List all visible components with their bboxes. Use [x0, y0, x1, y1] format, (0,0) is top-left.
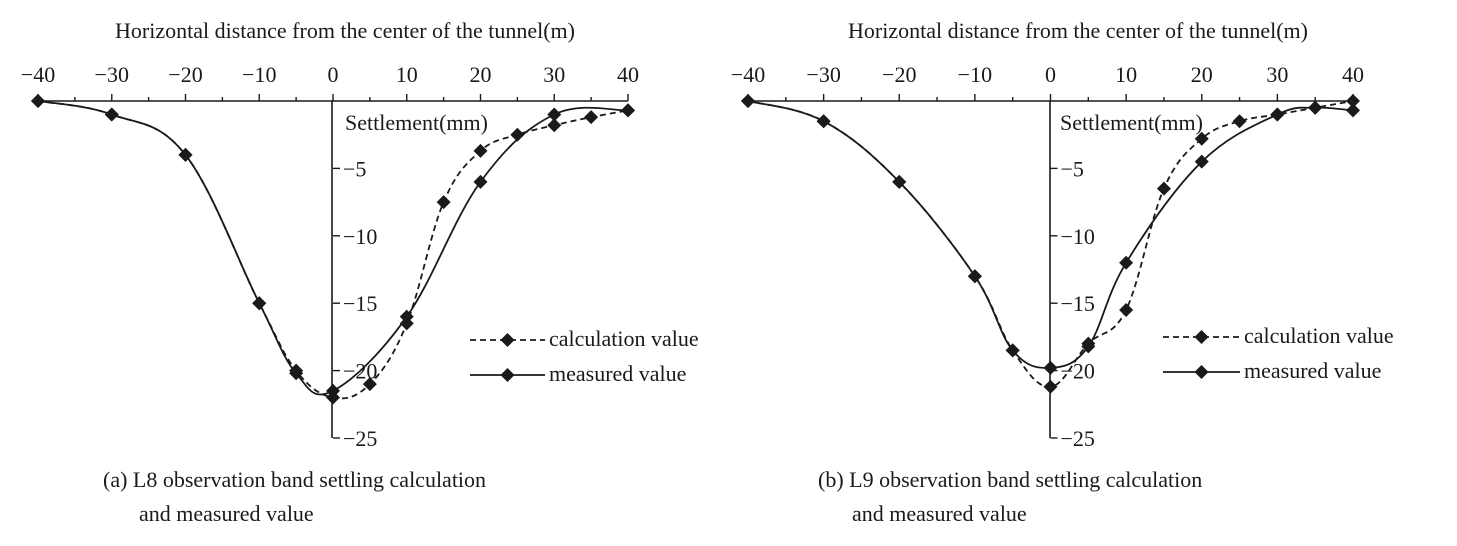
calculation-value-point [547, 118, 562, 133]
x-ticks [747, 94, 1354, 101]
caption-line-1: (a) L8 observation band settling calcula… [103, 467, 486, 492]
x-tick-label: 40 [617, 62, 639, 87]
x-tick-label: 30 [1266, 62, 1288, 87]
measured-value-point [967, 269, 982, 284]
measured-value-point [1270, 107, 1285, 122]
y-ticks [1050, 167, 1058, 439]
y-tick-label: −15 [343, 291, 377, 316]
y-tick-label: −5 [1061, 156, 1084, 181]
calculation-value-point [1043, 379, 1058, 394]
measured-value-point [1119, 255, 1134, 270]
caption-line-2: and measured value [852, 501, 1027, 526]
caption-line-2: and measured value [139, 501, 314, 526]
x-tick-label: −40 [21, 62, 55, 87]
x-tick-label: −20 [168, 62, 202, 87]
y-tick-label: −5 [343, 156, 366, 181]
measured-value-point [816, 114, 831, 129]
measured-value-point [547, 107, 562, 122]
legend-measured-label: measured value [549, 361, 686, 386]
calculation-value-point [436, 195, 451, 210]
legend-calculation-label: calculation value [549, 326, 699, 351]
y-tick-label: −10 [343, 224, 377, 249]
x-tick-label: −10 [958, 62, 992, 87]
x-ticks [37, 94, 629, 101]
calculation-value-point [1232, 114, 1247, 129]
calculation-value-point [473, 143, 488, 158]
measured-value-point [399, 309, 414, 324]
measured-value-point [741, 94, 755, 108]
y-axis-title: Settlement(mm) [1060, 110, 1203, 135]
y-tick-label: −25 [1061, 426, 1095, 451]
legend-measured-marker [500, 368, 515, 382]
x-tick-label: 20 [1191, 62, 1213, 87]
calculation-value-line [37, 100, 629, 400]
measured-value-point [1346, 103, 1360, 118]
legend: calculation value measured value [1163, 323, 1394, 383]
measured-value-point [473, 174, 488, 189]
chart-panel-a: Horizontal distance from the center of t… [21, 18, 699, 526]
y-ticks [333, 167, 340, 439]
x-tick-label: 0 [1045, 62, 1056, 87]
measured-value-point [1081, 339, 1096, 354]
calculation-value-line [747, 100, 1354, 388]
measured-value-point [1005, 343, 1020, 358]
x-tick-label: 10 [396, 62, 418, 87]
x-tick-label: 30 [543, 62, 565, 87]
x-tick-labels: −40 −30 −20 −10 0 10 20 30 40 [21, 62, 639, 87]
measured-value-markers [31, 94, 635, 398]
calculation-value-point [1156, 181, 1171, 196]
calculation-value-markers [31, 94, 635, 405]
x-tick-label: 10 [1115, 62, 1137, 87]
measured-value-point [1308, 100, 1323, 115]
y-tick-labels: −5 −10 −15 −20 −25 [343, 156, 377, 451]
legend-calculation-label: calculation value [1244, 323, 1394, 348]
measured-value-point [178, 147, 193, 162]
measured-value-point [326, 383, 340, 398]
y-tick-label: −25 [343, 426, 377, 451]
x-tick-label: 40 [1342, 62, 1364, 87]
y-tick-label: −10 [1061, 224, 1095, 249]
measured-value-point [1194, 154, 1209, 169]
measured-value-markers [741, 94, 1360, 375]
caption-line-1: (b) L9 observation band settling calcula… [818, 467, 1202, 492]
legend-calculation-marker [1194, 330, 1209, 344]
measured-value-point [289, 366, 304, 381]
x-tick-label: −40 [731, 62, 765, 87]
y-axis-title: Settlement(mm) [345, 110, 488, 135]
measured-value-point [621, 103, 635, 118]
x-tick-label: −30 [806, 62, 840, 87]
y-tick-labels: −5 −10 −15 −20 −25 [1061, 156, 1095, 451]
x-tick-label: −30 [95, 62, 129, 87]
measured-value-point [892, 174, 907, 189]
legend-calculation-marker [500, 333, 515, 347]
calculation-value-point [362, 377, 377, 392]
legend-measured-label: measured value [1244, 358, 1381, 383]
x-axis-title: Horizontal distance from the center of t… [848, 18, 1308, 43]
x-axis-title: Horizontal distance from the center of t… [115, 18, 575, 43]
measured-value-point [31, 94, 45, 108]
calculation-value-point [1346, 94, 1360, 108]
calculation-value-point [1194, 131, 1209, 146]
calculation-value-point [584, 110, 599, 125]
x-tick-label: −20 [882, 62, 916, 87]
legend: calculation value measured value [470, 326, 699, 386]
measured-value-line [37, 100, 629, 396]
measured-value-point [252, 296, 267, 311]
calculation-value-point [510, 127, 525, 142]
x-tick-label: 0 [328, 62, 339, 87]
x-tick-label: −10 [242, 62, 276, 87]
chart-panel-b: Horizontal distance from the center of t… [731, 18, 1394, 526]
x-tick-label: 20 [470, 62, 492, 87]
y-tick-label: −20 [1061, 359, 1095, 384]
measured-value-point [1043, 360, 1058, 375]
calculation-value-point [1119, 302, 1134, 317]
y-tick-label: −15 [1061, 291, 1095, 316]
x-tick-labels: −40 −30 −20 −10 0 10 20 30 40 [731, 62, 1364, 87]
measured-value-point [104, 107, 119, 122]
legend-measured-marker [1194, 365, 1209, 379]
